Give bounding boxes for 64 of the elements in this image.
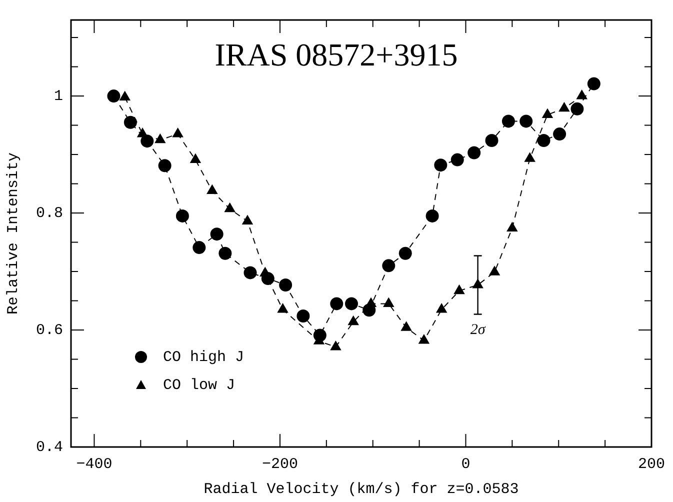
point <box>244 266 257 280</box>
x-tick-label: −200 <box>262 456 298 473</box>
point <box>468 146 481 160</box>
point <box>279 278 292 292</box>
point <box>426 209 439 222</box>
point <box>330 340 341 350</box>
point <box>506 222 518 232</box>
point <box>362 304 376 317</box>
legend-label: CO high J <box>163 348 244 366</box>
point <box>154 134 166 144</box>
y-tick-label: 0.6 <box>36 322 63 339</box>
point <box>542 108 553 118</box>
legend-label: CO low J <box>163 376 236 394</box>
point <box>489 266 500 276</box>
point <box>278 304 288 313</box>
point <box>418 334 430 344</box>
point <box>348 316 359 326</box>
point <box>176 209 189 222</box>
point <box>224 202 236 212</box>
y-tick-label: 0.8 <box>36 204 63 222</box>
point <box>296 309 310 322</box>
point <box>524 152 536 162</box>
x-tick-label: −400 <box>76 456 112 473</box>
point <box>313 328 326 342</box>
point <box>190 154 201 164</box>
point <box>158 159 172 172</box>
x-axis-title: Radial Velocity (km/s) for z=0.0583 <box>204 480 519 498</box>
point <box>520 114 533 128</box>
point <box>383 298 394 307</box>
point <box>261 272 274 286</box>
point <box>450 153 464 166</box>
point <box>553 128 566 141</box>
point <box>242 215 253 224</box>
point <box>587 77 600 90</box>
point <box>398 246 412 260</box>
point <box>344 297 358 310</box>
point <box>124 116 137 129</box>
point <box>485 134 498 147</box>
point <box>454 284 464 294</box>
point <box>107 90 120 103</box>
y-axis-title: Relative Intensity <box>4 152 22 315</box>
point <box>434 158 448 172</box>
x-tick-label: 0 <box>461 456 470 473</box>
point <box>330 297 344 310</box>
y-tick-label: 1 <box>54 88 63 106</box>
point <box>120 91 130 100</box>
point <box>570 102 584 116</box>
point <box>206 184 218 194</box>
point <box>436 304 447 313</box>
point <box>382 259 396 272</box>
y-tick-label: 0.4 <box>36 438 63 456</box>
text: IRAS 08572+3915 <box>214 36 458 72</box>
point <box>192 241 206 254</box>
annotation: 2σ <box>470 322 486 338</box>
point <box>172 128 184 138</box>
x-tick-label: 200 <box>638 456 666 473</box>
point <box>210 228 224 241</box>
point <box>140 134 154 148</box>
point <box>537 134 550 147</box>
point <box>502 114 515 128</box>
point <box>401 322 412 331</box>
point <box>576 90 588 100</box>
point <box>558 102 570 112</box>
point <box>218 246 232 260</box>
